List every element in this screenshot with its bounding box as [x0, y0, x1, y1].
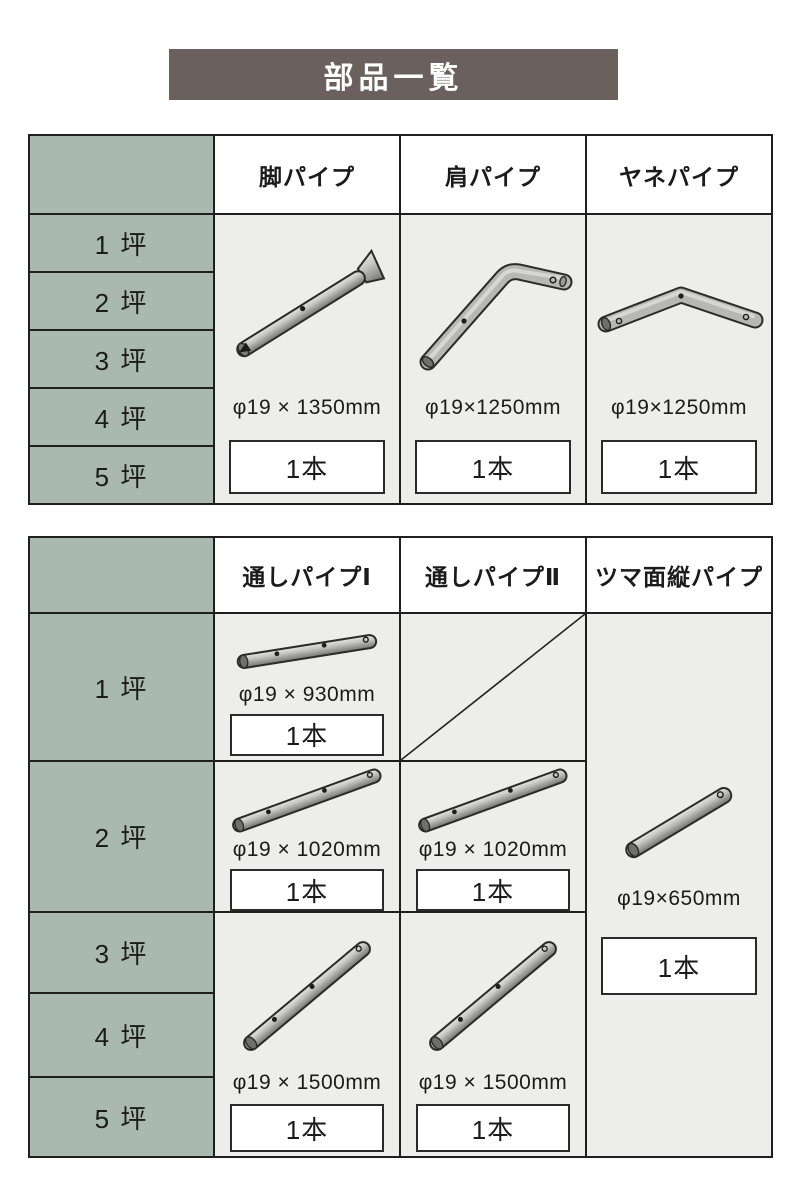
through2-3to5tsubo-dimensions: φ19 × 1500mm: [418, 1071, 568, 1094]
table1-row-label-5tsubo: 5 坪: [28, 445, 215, 505]
through1-2tsubo-dimensions: φ19 × 1020mm: [232, 838, 382, 861]
through1-3to5tsubo-stack: φ19 × 1500mm 1本: [215, 917, 399, 1152]
table2-cell-through2-2tsubo: φ19 × 1020mm 1本: [399, 760, 587, 913]
table2-header-through-pipe-2: 通しパイプⅡ: [399, 536, 587, 614]
shoulder-pipe-dimensions: φ19×1250mm: [425, 396, 561, 419]
table1-header-shoulder-pipe: 肩パイプ: [399, 134, 587, 215]
gable-vertical-pipe-dimensions: φ19×650mm: [617, 887, 741, 910]
table2-row-label-4tsubo: 4 坪: [28, 992, 215, 1078]
through1-1tsubo-dimensions: φ19 × 930mm: [238, 682, 376, 706]
table1-corner-cell: [28, 134, 215, 215]
table2-corner-cell: [28, 536, 215, 614]
through2-3to5tsubo-quantity-box: 1本: [416, 1104, 570, 1152]
parts-table-2: 通しパイプⅠ 通しパイプⅡ ツマ面縦パイプ 1 坪 φ19 × 930mm 1本: [28, 536, 773, 1158]
table2-header-through-pipe-1: 通しパイプⅠ: [213, 536, 401, 614]
table2-cell-gable-vertical-pipe: φ19×650mm 1本: [585, 612, 773, 1158]
table1-header-roof-pipe: ヤネパイプ: [585, 134, 773, 215]
through2-3to5tsubo-stack: φ19 × 1500mm 1本: [401, 917, 585, 1152]
through2-2tsubo-dimensions: φ19 × 1020mm: [418, 838, 568, 861]
table2-cell-through1-1tsubo: φ19 × 930mm 1本: [213, 612, 401, 762]
table2-cell-through2-3to5tsubo: φ19 × 1500mm 1本: [399, 911, 587, 1158]
table2-row-label-5tsubo: 5 坪: [28, 1076, 215, 1158]
roof-pipe-quantity-box: 1本: [601, 440, 757, 494]
through1-1tsubo-stack: φ19 × 930mm 1本: [215, 619, 399, 756]
through-pipe1-3to5tsubo-illustration: [243, 941, 371, 1051]
leg-pipe-quantity-box: 1本: [229, 440, 385, 494]
through-pipe2-2tsubo-illustration: [418, 768, 568, 833]
shoulder-pipe-illustration: [419, 263, 573, 371]
table2-row-label-2tsubo: 2 坪: [28, 760, 215, 913]
table2-cell-through1-3to5tsubo: φ19 × 1500mm 1本: [213, 911, 401, 1158]
table2-cell-through2-1tsubo-empty: [399, 612, 587, 762]
through-pipe1-2tsubo-illustration: [232, 768, 382, 833]
table2-row-label-3tsubo: 3 坪: [28, 911, 215, 994]
through2-2tsubo-stack: φ19 × 1020mm 1本: [401, 762, 585, 911]
through2-2tsubo-quantity-box: 1本: [416, 869, 570, 911]
roof-pipe-stack: φ19×1250mm 1本: [587, 224, 771, 494]
roof-pipe-dimensions: φ19×1250mm: [611, 396, 747, 419]
shoulder-pipe-stack: φ19×1250mm 1本: [401, 224, 585, 494]
leg-pipe-dimensions: φ19 × 1350mm: [232, 396, 382, 419]
shoulder-pipe-quantity-box: 1本: [415, 440, 571, 494]
roof-pipe-illustration: [597, 286, 764, 333]
leg-pipe-illustration: [236, 248, 386, 358]
table2-header-gable-vertical-pipe: ツマ面縦パイプ: [585, 536, 773, 614]
table1-row-label-2tsubo: 2 坪: [28, 271, 215, 331]
through-pipe2-3to5tsubo-illustration: [429, 941, 557, 1051]
leg-pipe-stack: φ19 × 1350mm 1本: [215, 224, 399, 494]
table1-row-label-1tsubo: 1 坪: [28, 213, 215, 273]
table1-cell-roof-pipe: φ19×1250mm 1本: [585, 213, 773, 505]
through-pipe1-1tsubo-illustration: [236, 633, 378, 669]
gable-vertical-pipe-stack: φ19×650mm 1本: [587, 775, 771, 995]
table1-cell-leg-pipe: φ19 × 1350mm 1本: [213, 213, 401, 505]
through1-3to5tsubo-quantity-box: 1本: [230, 1104, 384, 1152]
table1-row-label-4tsubo: 4 坪: [28, 387, 215, 447]
table1-header-leg-pipe: 脚パイプ: [213, 134, 401, 215]
through1-1tsubo-quantity-box: 1本: [230, 713, 384, 756]
gable-vertical-pipe-illustration: [625, 787, 733, 859]
through1-2tsubo-stack: φ19 × 1020mm 1本: [215, 762, 399, 911]
page-title: 部品一覧: [323, 61, 464, 95]
parts-table-1: 脚パイプ 肩パイプ ヤネパイプ 1 坪 φ19 × 1350mm 1本: [28, 134, 773, 505]
title-banner: 部品一覧: [169, 49, 618, 100]
through1-2tsubo-quantity-box: 1本: [230, 869, 384, 911]
table2-cell-through1-2tsubo: φ19 × 1020mm 1本: [213, 760, 401, 913]
table2-row-label-1tsubo: 1 坪: [28, 612, 215, 762]
table1-cell-shoulder-pipe: φ19×1250mm 1本: [399, 213, 587, 505]
table1-row-label-3tsubo: 3 坪: [28, 329, 215, 389]
gable-vertical-pipe-quantity-box: 1本: [601, 937, 757, 995]
not-applicable-slash: [401, 614, 585, 760]
through1-3to5tsubo-dimensions: φ19 × 1500mm: [232, 1071, 382, 1094]
